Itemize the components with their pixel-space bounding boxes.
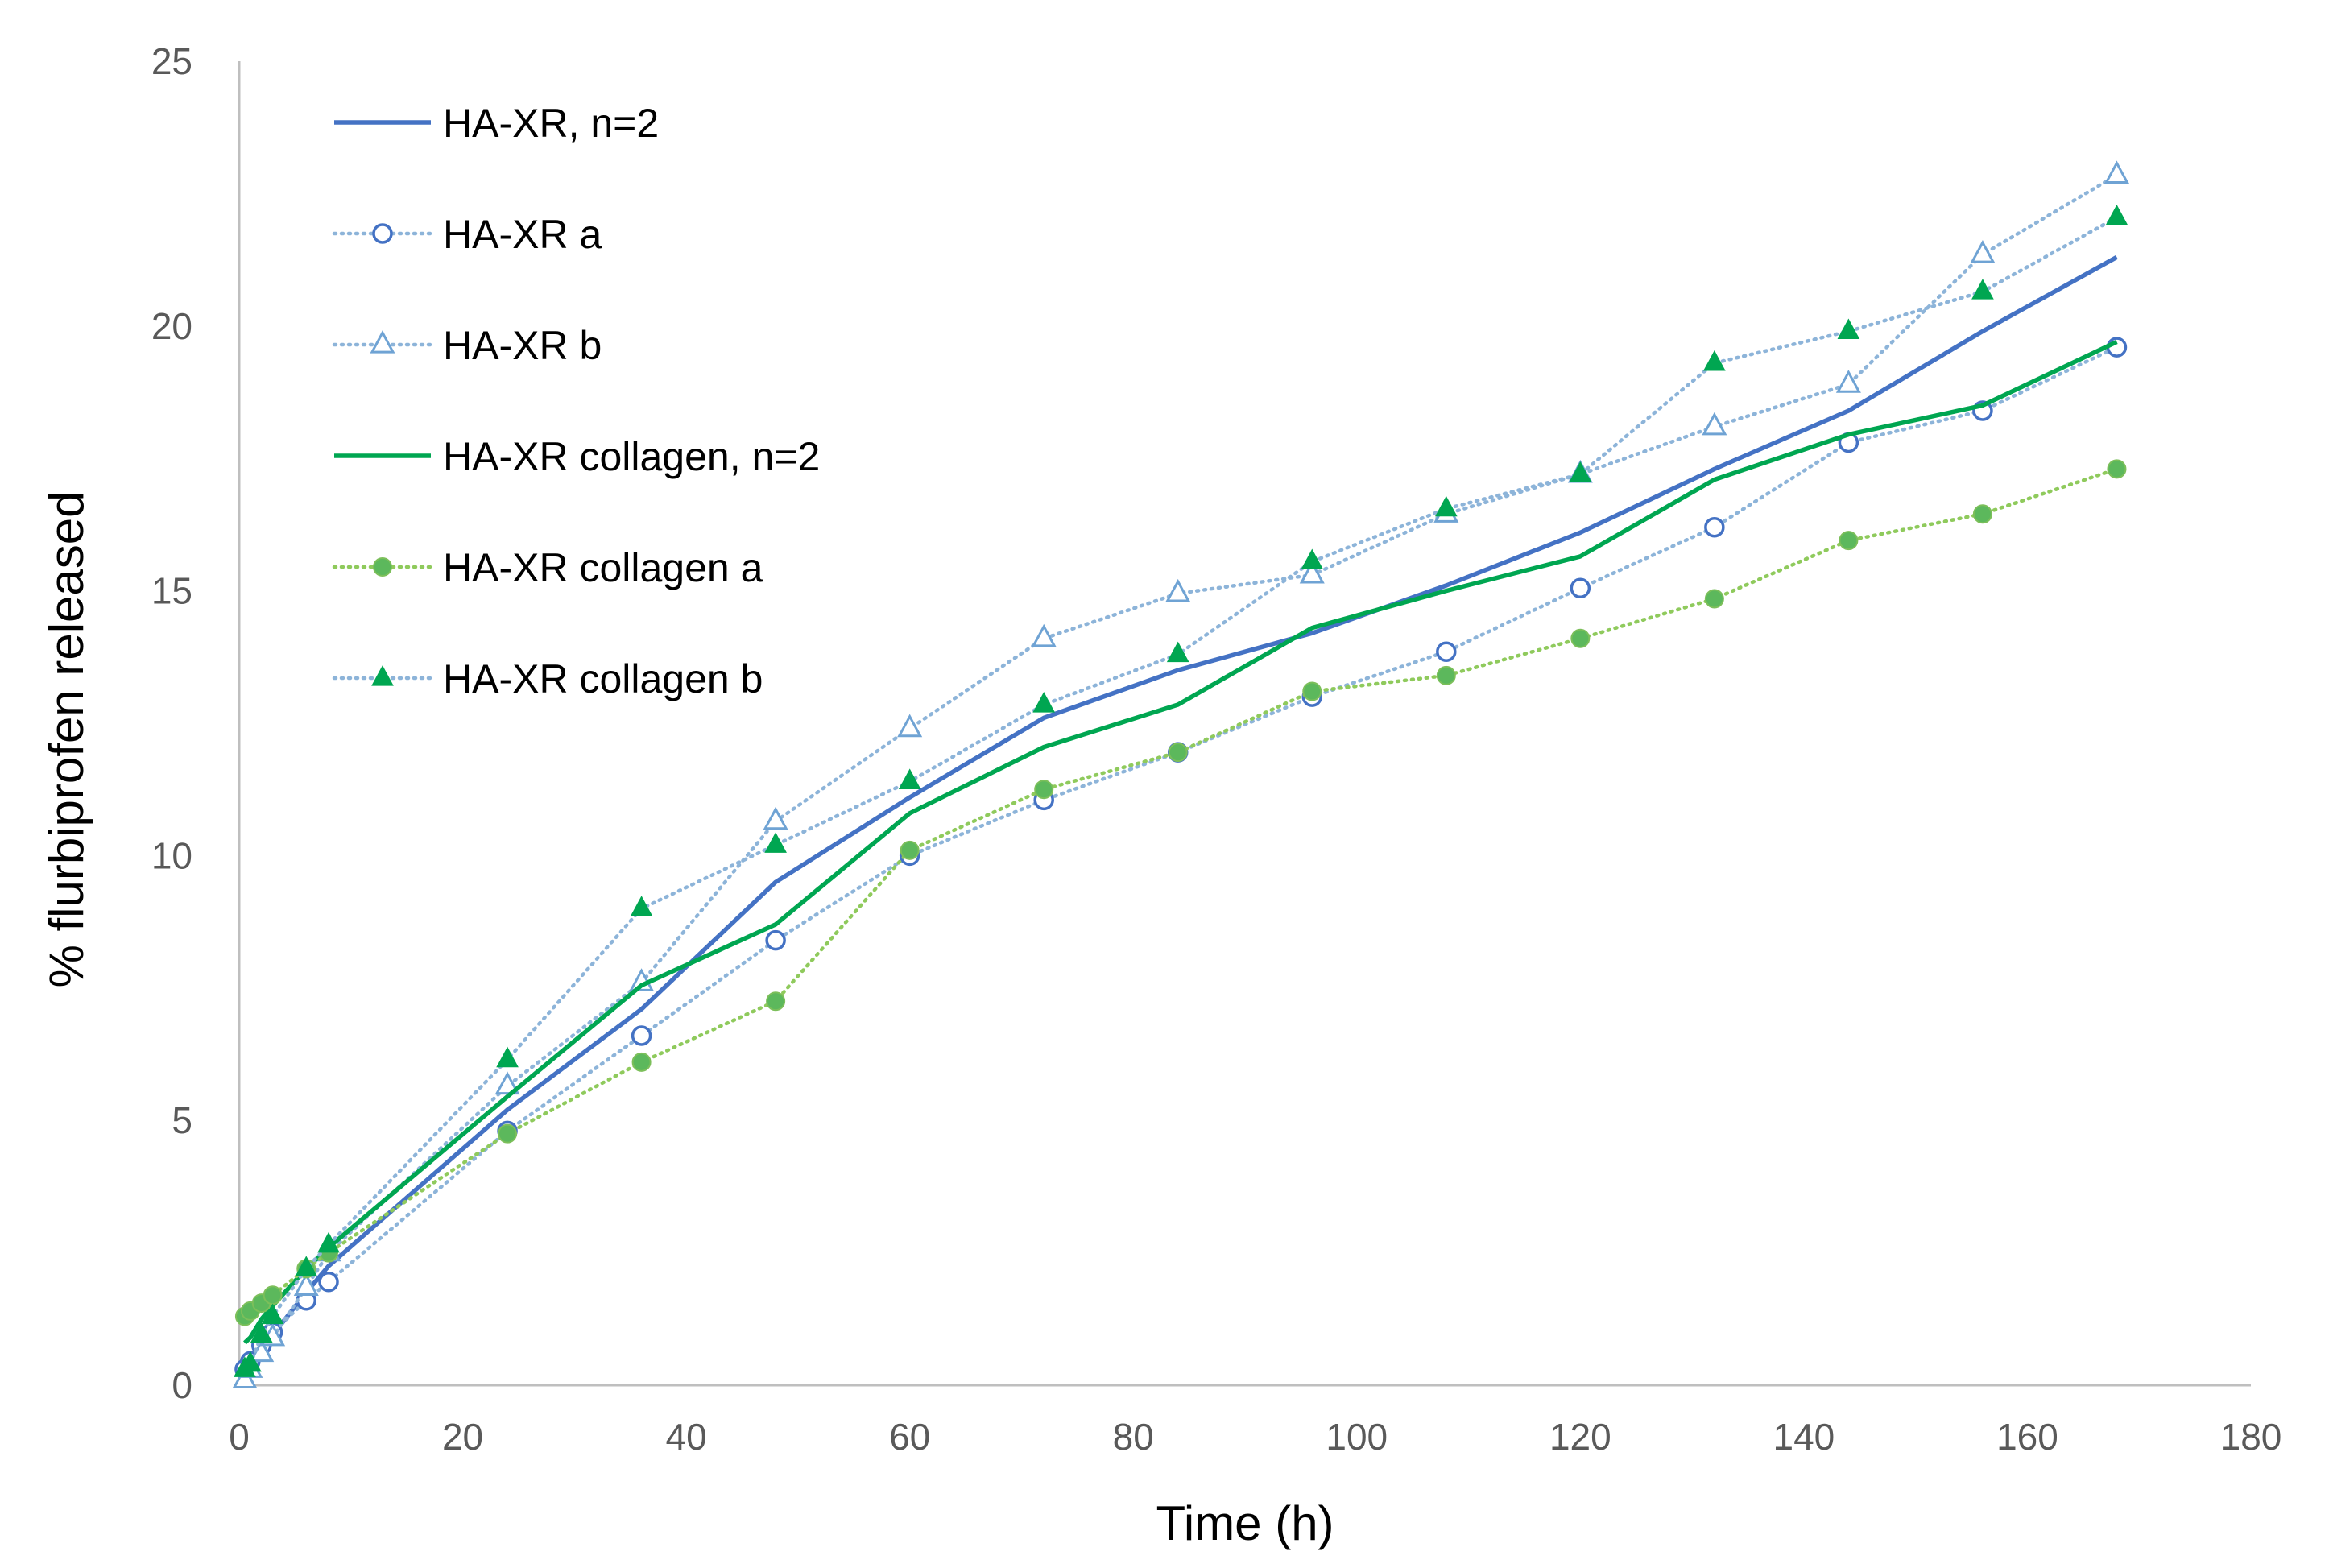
legend-marker [370, 329, 395, 354]
data-point [494, 1071, 520, 1095]
legend: HA-XR, n=2 HA-XR a HA-XR b HA-XR collagen, … [332, 101, 820, 701]
data-point [897, 714, 923, 738]
series-1 [234, 337, 2128, 1380]
data-point [1970, 239, 1996, 263]
data-point [765, 929, 786, 951]
data-point [263, 1285, 283, 1305]
series-line [242, 345, 2119, 1371]
data-point [631, 1052, 652, 1072]
data-point [2105, 205, 2128, 225]
data-point [318, 1272, 339, 1293]
data-point [1839, 531, 1859, 551]
data-point [1031, 623, 1057, 647]
data-point [1166, 641, 1189, 663]
data-point [1436, 641, 1457, 662]
legend-item: HA-XR collagen a [332, 545, 763, 590]
data-point [1165, 578, 1191, 602]
x-tick-label: 60 [889, 1416, 930, 1458]
legend-label: HA-XR collagen, n=2 [443, 434, 820, 479]
data-point [1704, 589, 1724, 609]
data-point [2107, 459, 2127, 479]
y-tick-label: 15 [151, 570, 192, 612]
y-axis-title: % flurbiprofen released [39, 490, 93, 987]
data-point [1703, 350, 1726, 371]
data-point [763, 806, 788, 830]
data-point [1034, 780, 1054, 800]
data-point [1837, 318, 1860, 339]
series-layer [232, 160, 2129, 1389]
x-tick-label: 20 [442, 1416, 483, 1458]
x-tick-label: 140 [1773, 1416, 1835, 1458]
data-point [631, 1025, 652, 1046]
data-point [900, 840, 920, 860]
legend-item: HA-XR, n=2 [334, 101, 659, 146]
data-point [1570, 628, 1591, 648]
data-point [1032, 692, 1056, 713]
legend-item: HA-XR collagen b [332, 656, 763, 701]
data-point [898, 768, 921, 789]
data-point [498, 1123, 518, 1144]
data-point [250, 1322, 273, 1343]
x-tick-label: 100 [1326, 1416, 1388, 1458]
legend-item: HA-XR collagen, n=2 [334, 434, 820, 479]
data-point [239, 1351, 262, 1372]
legend-label: HA-XR collagen b [443, 656, 763, 701]
y-tick-label: 25 [151, 40, 192, 82]
legend-marker [372, 223, 393, 244]
data-point [1702, 412, 1727, 436]
x-tick-label: 180 [2220, 1416, 2282, 1458]
data-point [1299, 560, 1325, 584]
data-point [1569, 461, 1592, 482]
x-tick-label: 160 [1996, 1416, 2058, 1458]
data-point [295, 1256, 318, 1276]
series-line [242, 215, 2119, 1371]
series-line [243, 340, 2118, 1345]
data-point [764, 832, 787, 853]
x-axis-title: Time (h) [1156, 1496, 1334, 1550]
data-point [1434, 495, 1458, 517]
legend-marker [373, 557, 392, 577]
series-5 [234, 205, 2128, 1377]
axes: 0 20 40 60 80 100 120 140 160 180 0 5 10 15 20 25 [151, 40, 2282, 1458]
legend-marker [371, 665, 394, 686]
data-point [293, 1272, 319, 1296]
series-0 [242, 254, 2118, 1374]
x-tick-label: 0 [229, 1416, 250, 1458]
data-point [1302, 681, 1322, 701]
data-point [1168, 743, 1188, 763]
data-point [317, 1231, 340, 1253]
series-3 [243, 340, 2118, 1345]
data-point [1301, 548, 1324, 570]
legend-item: HA-XR a [332, 212, 602, 257]
y-tick-label: 10 [151, 834, 192, 876]
data-point [1971, 279, 1994, 300]
legend-label: HA-XR a [443, 212, 602, 257]
data-point [1972, 504, 1992, 524]
data-point [496, 1046, 519, 1068]
x-tick-label: 40 [666, 1416, 707, 1458]
legend-label: HA-XR b [443, 323, 602, 368]
series-line [242, 254, 2118, 1374]
data-point [630, 896, 653, 916]
data-point [1570, 577, 1591, 599]
x-tick-label: 120 [1549, 1416, 1611, 1458]
data-point [2104, 160, 2129, 184]
y-tick-label: 5 [172, 1099, 192, 1141]
x-tick-label: 80 [1113, 1416, 1154, 1458]
legend-item: HA-XR b [332, 323, 602, 368]
y-tick-label: 20 [151, 305, 192, 347]
data-point [261, 1303, 284, 1325]
y-tick-label: 0 [172, 1364, 192, 1406]
data-point [1436, 665, 1456, 685]
legend-label: HA-XR collagen a [443, 545, 763, 590]
data-point [1835, 370, 1861, 393]
legend-label: HA-XR, n=2 [443, 101, 659, 146]
data-point [766, 991, 786, 1012]
data-point [1704, 516, 1725, 538]
